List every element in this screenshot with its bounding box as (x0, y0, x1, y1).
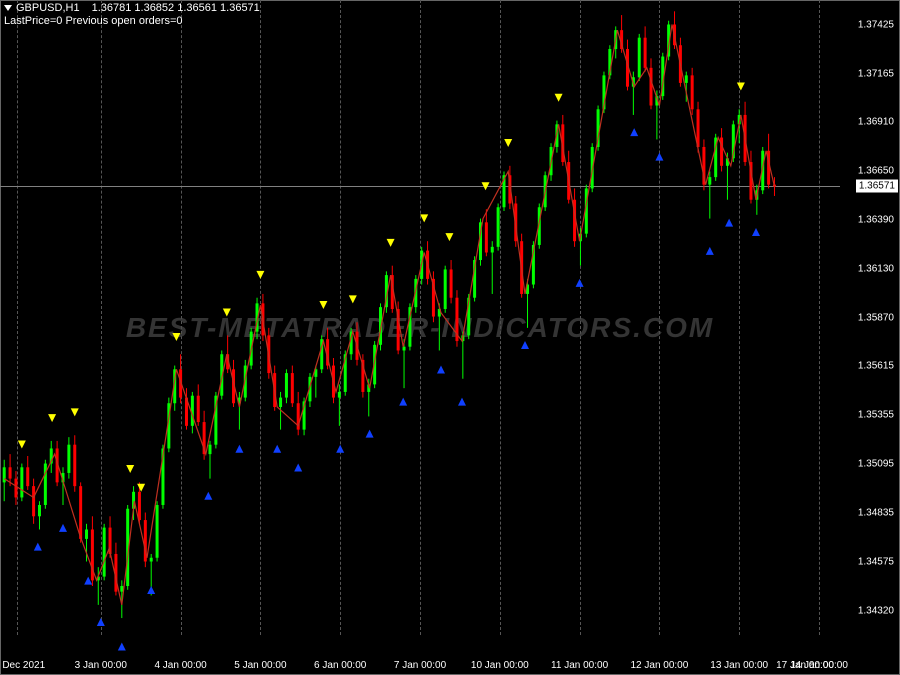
chart-svg (0, 0, 840, 655)
y-tick-label: 1.36130 (858, 264, 894, 275)
current-price-box: 1.36571 (856, 180, 898, 193)
info-line: LastPrice=0 Previous open orders=0 (4, 15, 260, 27)
y-tick-label: 1.34320 (858, 605, 894, 616)
x-tick-label: 11 Jan 00:00 (551, 660, 608, 671)
symbol-line: GBPUSD,H1 1.36781 1.36852 1.36561 1.3657… (4, 2, 260, 14)
y-tick-label: 1.37165 (858, 69, 894, 80)
x-tick-label: 6 Jan 00:00 (314, 660, 366, 671)
y-tick-label: 1.37425 (858, 20, 894, 31)
y-tick-label: 1.36910 (858, 117, 894, 128)
x-tick-label: 4 Jan 00:00 (154, 660, 206, 671)
x-tick-label: 7 Jan 00:00 (394, 660, 446, 671)
plot-area[interactable]: BEST-METATRADER-INDICATORS.COM (0, 0, 840, 655)
y-tick-label: 1.36390 (858, 215, 894, 226)
x-tick-label: 3 Jan 00:00 (75, 660, 127, 671)
x-tick-label: 17 Jan 00:00 (776, 660, 834, 671)
x-tick-label: 12 Jan 00:00 (630, 660, 688, 671)
chart-container: GBPUSD,H1 1.36781 1.36852 1.36561 1.3657… (0, 0, 900, 675)
symbol-text: GBPUSD,H1 (16, 2, 80, 14)
y-tick-label: 1.35870 (858, 313, 894, 324)
x-axis: 30 Dec 2021 3 Jan 00:00 4 Jan 00:00 5 Jan 0… (0, 655, 840, 675)
y-tick-label: 1.36650 (858, 166, 894, 177)
y-tick-label: 1.35095 (858, 459, 894, 470)
y-tick-label: 1.35615 (858, 361, 894, 372)
x-tick-label: 5 Jan 00:00 (234, 660, 286, 671)
y-tick-label: 1.35355 (858, 410, 894, 421)
dropdown-icon (4, 5, 12, 11)
x-tick-label: 10 Jan 00:00 (471, 660, 529, 671)
y-tick-label: 1.34575 (858, 557, 894, 568)
chart-header: GBPUSD,H1 1.36781 1.36852 1.36561 1.3657… (4, 2, 260, 27)
y-axis: 1.37425 1.37165 1.36910 1.36650 1.36390 1.361… (840, 0, 900, 655)
x-tick-label: 13 Jan 00:00 (710, 660, 768, 671)
ohlc-text: 1.36781 1.36852 1.36561 1.36571 (92, 2, 260, 14)
y-tick-label: 1.34835 (858, 508, 894, 519)
x-tick-label: 30 Dec 2021 (0, 660, 45, 671)
